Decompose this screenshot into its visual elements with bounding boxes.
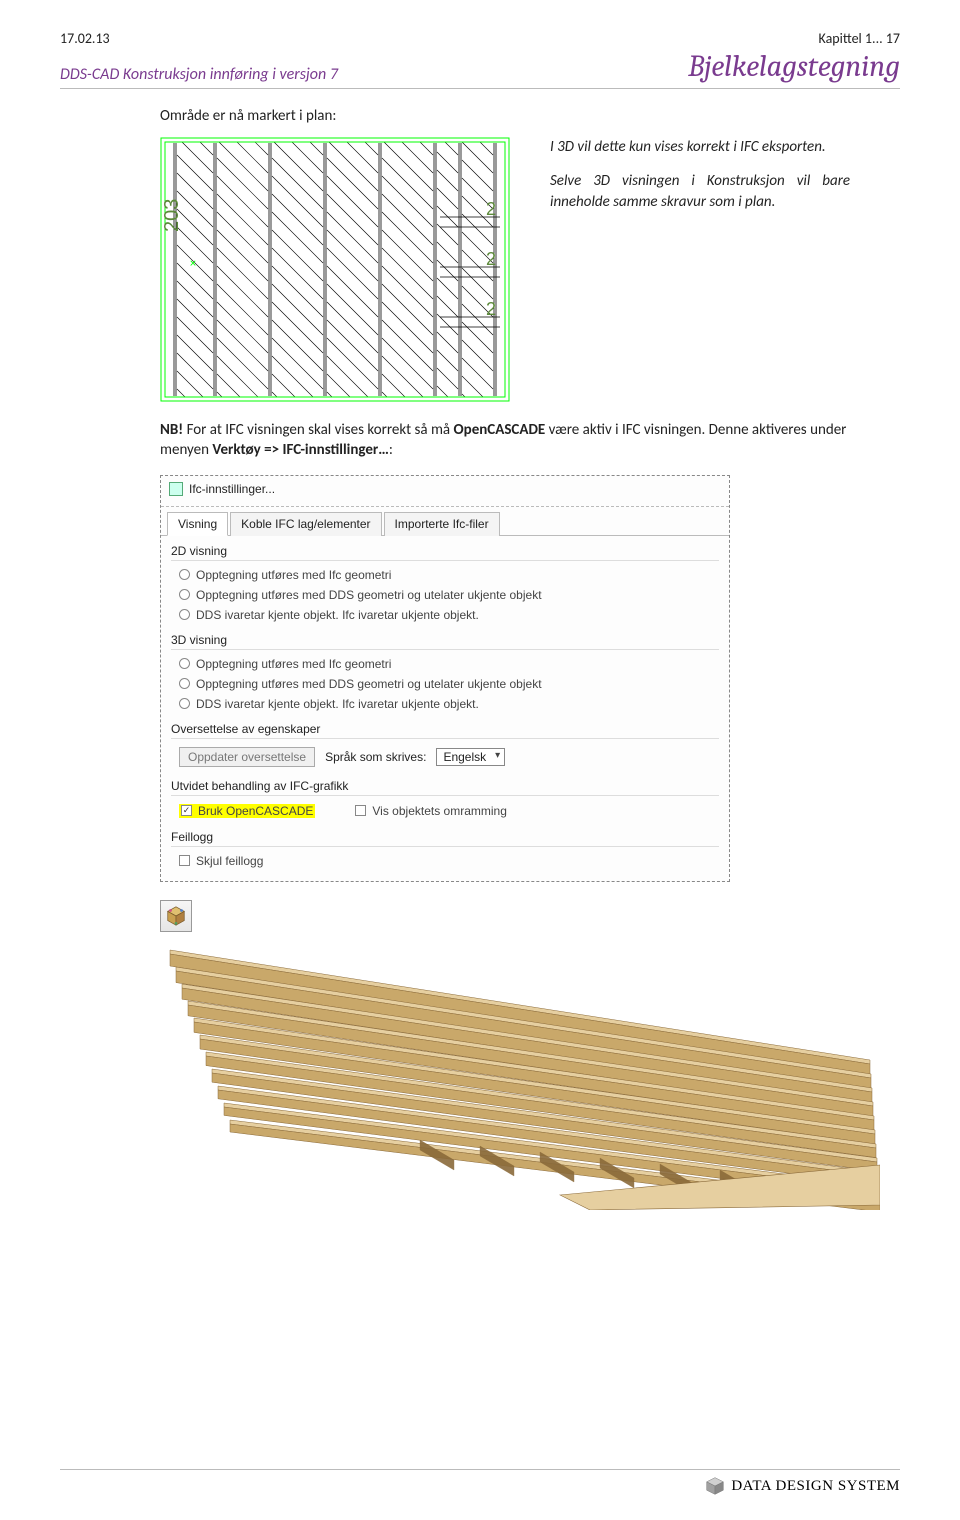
radio-2d-2-label: DDS ivaretar kjente objekt. Ifc ivaretar… [196, 608, 479, 622]
section-title: Område er nå markert i plan: [160, 107, 900, 125]
footer-b4: ESIGN [787, 1478, 838, 1494]
group-ext: Utvidet behandling av IFC-grafikk Bruk O… [171, 779, 719, 822]
group-3d-title: 3D visning [171, 633, 719, 650]
ext-row: Bruk OpenCASCADE Vis objektets omramming [171, 800, 719, 822]
radio-3d-2-label: DDS ivaretar kjente objekt. Ifc ivaretar… [196, 697, 479, 711]
tab-koble[interactable]: Koble IFC lag/elementer [230, 512, 381, 536]
radio-icon [179, 569, 190, 580]
nb-bold: OpenCASCADE [454, 421, 546, 439]
lang-label: Språk som skrives: [325, 750, 426, 764]
dialog-icon [169, 482, 183, 496]
radio-3d-0-label: Opptegning utføres med Ifc geometri [196, 657, 391, 671]
svg-text:2: 2 [486, 199, 496, 219]
footer-logo: DATA DESIGN SYSTEM [705, 1476, 900, 1496]
plan-caption: I 3D vil dette kun vises korrekt i IFC e… [550, 137, 850, 226]
radio-2d-1-label: Opptegning utføres med DDS geometri og u… [196, 588, 542, 602]
check-feillogg[interactable]: Skjul feillogg [171, 851, 719, 871]
radio-icon [179, 678, 190, 689]
header-left: DDS-CAD Konstruksjon innføring i versjon… [60, 65, 338, 84]
ifc-dialog: Ifc-innstillinger... Visning Koble IFC l… [160, 475, 730, 882]
dialog-title-text: Ifc-innstillinger... [189, 482, 275, 496]
tab-visning[interactable]: Visning [167, 512, 228, 536]
check-feillogg-label: Skjul feillogg [196, 854, 263, 868]
radio-icon [179, 658, 190, 669]
render-3d [160, 940, 880, 1210]
check-opencascade-label: Bruk OpenCASCADE [198, 804, 313, 818]
ifc-dialog-wrap: Ifc-innstillinger... Visning Koble IFC l… [160, 475, 730, 882]
radio-3d-1-label: Opptegning utføres med DDS geometri og u… [196, 677, 542, 691]
group-ext-title: Utvidet behandling av IFC-grafikk [171, 779, 719, 796]
check-omramming[interactable]: Vis objektets omramming [355, 804, 507, 818]
page-header-top: 17.02.13 Kapittel 1... 17 [60, 30, 900, 47]
radio-2d-1[interactable]: Opptegning utføres med DDS geometri og u… [171, 585, 719, 605]
group-3d: 3D visning Opptegning utføres med Ifc ge… [171, 633, 719, 714]
radio-3d-0[interactable]: Opptegning utføres med Ifc geometri [171, 654, 719, 674]
tool-3d-icon[interactable] [160, 900, 192, 932]
radio-icon [179, 589, 190, 600]
group-log-title: Feillogg [171, 830, 719, 847]
footer-b6: YSTEM [847, 1478, 900, 1494]
tab-importerte[interactable]: Importerte Ifc-filer [384, 512, 500, 536]
check-opencascade[interactable]: Bruk OpenCASCADE [181, 804, 313, 818]
radio-3d-2[interactable]: DDS ivaretar kjente objekt. Ifc ivaretar… [171, 694, 719, 714]
radio-3d-1[interactable]: Opptegning utføres med DDS geometri og u… [171, 674, 719, 694]
group-log: Feillogg Skjul feillogg [171, 830, 719, 871]
page-header: DDS-CAD Konstruksjon innføring i versjon… [60, 49, 900, 89]
nb-body1: For at IFC visningen skal vises korrekt … [183, 421, 453, 439]
nb-paragraph: NB! For at IFC visningen skal vises korr… [160, 420, 860, 461]
plan-row: 2 2 2 203 × I 3D vil dette kun vises korrekt… [160, 137, 900, 402]
checkbox-icon [355, 805, 366, 816]
update-translation-button[interactable]: Oppdater oversettelse [179, 747, 315, 767]
svg-text:×: × [190, 257, 196, 271]
dialog-titlebar: Ifc-innstillinger... [161, 476, 729, 507]
page-footer: DATA DESIGN SYSTEM [60, 1469, 900, 1496]
checkbox-icon [179, 855, 190, 866]
svg-text:2: 2 [486, 249, 496, 269]
lang-row: Oppdater oversettelse Språk som skrives:… [171, 743, 719, 771]
radio-2d-2[interactable]: DDS ivaretar kjente objekt. Ifc ivaretar… [171, 605, 719, 625]
footer-b3: D [776, 1478, 787, 1494]
nb-bold2: Verktøy => IFC-innstillinger… [212, 441, 389, 459]
header-date: 17.02.13 [60, 30, 110, 47]
svg-text:203: 203 [161, 199, 183, 232]
footer-b1: D [731, 1478, 742, 1494]
nb-suffix: : [389, 441, 393, 459]
radio-icon [179, 698, 190, 709]
footer-text: DATA DESIGN SYSTEM [731, 1478, 900, 1495]
group-2d-title: 2D visning [171, 544, 719, 561]
header-right: Bjelkelagstegning [688, 49, 900, 84]
radio-2d-0[interactable]: Opptegning utføres med Ifc geometri [171, 565, 719, 585]
plan-caption-p1: I 3D vil dette kun vises korrekt i IFC e… [550, 137, 850, 157]
group-2d: 2D visning Opptegning utføres med Ifc ge… [171, 544, 719, 625]
plan-caption-p2: Selve 3D visningen i Konstruksjon vil ba… [550, 171, 850, 212]
opencascade-highlight: Bruk OpenCASCADE [179, 804, 315, 818]
group-trans: Oversettelse av egenskaper Oppdater over… [171, 722, 719, 771]
footer-b2: ATA [743, 1478, 776, 1494]
footer-b5: S [838, 1478, 847, 1494]
svg-text:2: 2 [486, 299, 496, 319]
header-chapter: Kapittel 1... 17 [819, 30, 900, 47]
check-omramming-label: Vis objektets omramming [372, 804, 507, 818]
logo-cube-icon [705, 1476, 725, 1496]
group-trans-title: Oversettelse av egenskaper [171, 722, 719, 739]
checkbox-icon [181, 805, 192, 816]
radio-icon [179, 609, 190, 620]
nb-prefix: NB! [160, 421, 183, 439]
radio-2d-0-label: Opptegning utføres med Ifc geometri [196, 568, 391, 582]
plan-diagram: 2 2 2 203 × [160, 137, 510, 402]
lang-select[interactable]: Engelsk [436, 748, 505, 766]
dialog-tabs: Visning Koble IFC lag/elementer Importer… [161, 507, 729, 536]
